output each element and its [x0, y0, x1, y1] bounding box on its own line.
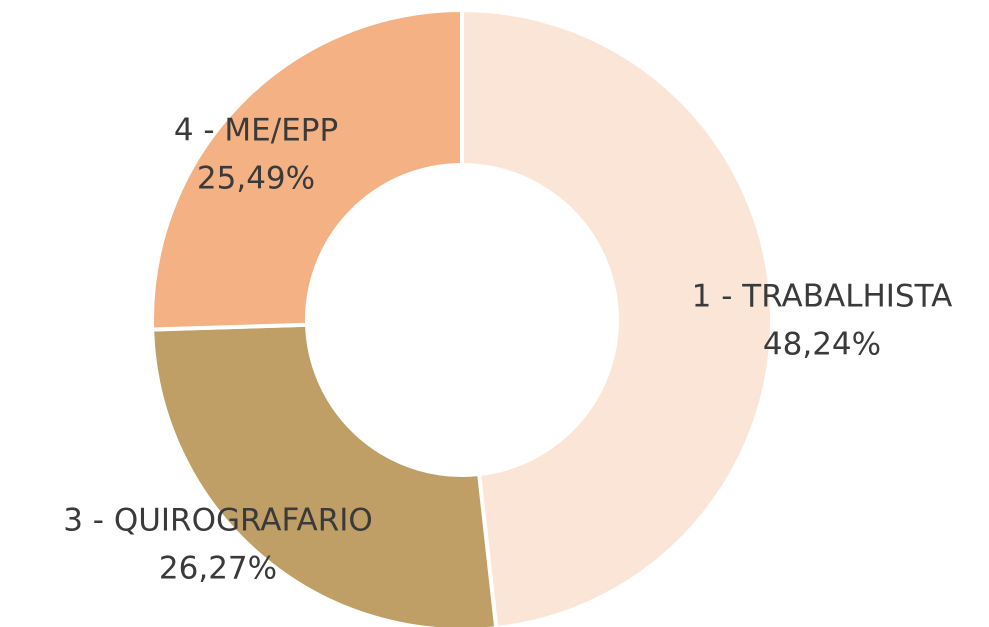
slice-category-label: 1 - TRABALHISTA — [692, 279, 953, 315]
slice-value-label: 26,27% — [159, 551, 277, 587]
donut-slice — [460, 7, 774, 627]
slice-category-label: 3 - QUIROGRAFARIO — [63, 503, 373, 539]
slice-value-label: 25,49% — [197, 161, 315, 197]
slice-category-label: 4 - ME/EPP — [174, 113, 338, 149]
donut-slice — [150, 7, 464, 332]
slice-value-label: 48,24% — [763, 327, 881, 363]
donut-slice — [150, 322, 499, 627]
